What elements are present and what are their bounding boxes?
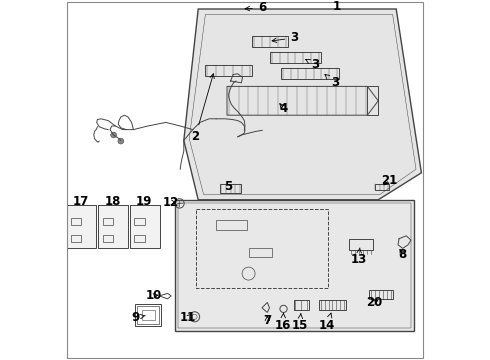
Circle shape	[111, 132, 117, 138]
Text: 6: 6	[245, 1, 266, 14]
Text: 3: 3	[325, 75, 339, 89]
Text: 9: 9	[131, 311, 145, 324]
Text: 8: 8	[398, 248, 407, 261]
Text: 4: 4	[279, 102, 288, 114]
Bar	[142, 310, 155, 320]
Text: 7: 7	[263, 314, 271, 327]
Text: 20: 20	[366, 296, 382, 309]
Text: 3: 3	[306, 58, 319, 71]
Text: 11: 11	[180, 311, 196, 324]
Bar	[294, 300, 309, 310]
Text: 12: 12	[163, 196, 179, 209]
Bar	[216, 220, 247, 230]
Text: 13: 13	[350, 248, 367, 266]
Text: 17: 17	[73, 195, 89, 208]
Polygon shape	[175, 200, 414, 331]
Bar	[248, 248, 272, 257]
Text: 1: 1	[333, 0, 341, 13]
Bar	[319, 300, 346, 310]
Circle shape	[118, 138, 123, 144]
Bar	[67, 205, 97, 248]
Text: 16: 16	[274, 313, 291, 332]
Text: 18: 18	[104, 195, 121, 208]
Text: 14: 14	[319, 313, 335, 332]
Text: 3: 3	[272, 31, 298, 44]
Text: 5: 5	[223, 180, 232, 193]
Text: 2: 2	[191, 74, 214, 143]
Bar	[135, 304, 161, 326]
Polygon shape	[184, 9, 421, 200]
Bar	[98, 205, 128, 248]
Text: 15: 15	[292, 314, 308, 332]
Bar	[130, 205, 160, 248]
Bar	[137, 306, 159, 324]
Text: 21: 21	[382, 174, 398, 186]
Bar	[369, 290, 392, 299]
Text: 19: 19	[136, 195, 152, 208]
Text: 10: 10	[146, 289, 162, 302]
